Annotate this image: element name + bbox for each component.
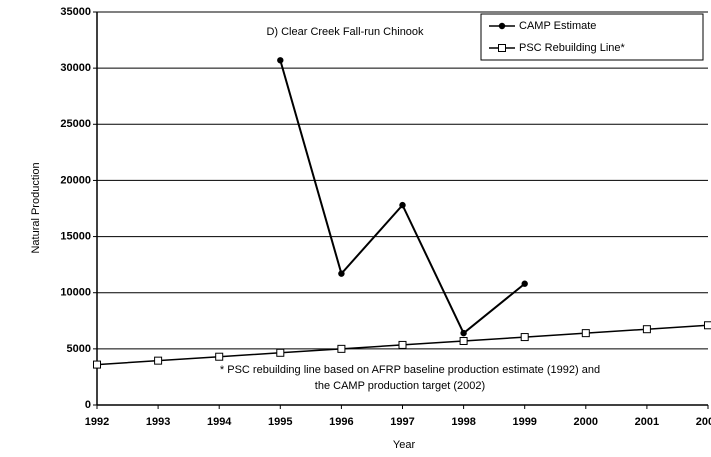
point xyxy=(642,325,651,334)
point xyxy=(93,360,101,369)
point xyxy=(459,336,468,345)
legend-label: CAMP Estimate xyxy=(519,20,596,32)
y-tick-label: 20000 xyxy=(60,174,91,186)
annotation: * PSC rebuilding line based on AFRP base… xyxy=(220,364,600,376)
y-tick-label: 10000 xyxy=(60,287,91,299)
point xyxy=(460,329,467,337)
point xyxy=(521,280,528,287)
x-axis-label: Year xyxy=(393,439,416,451)
point xyxy=(337,344,346,353)
x-tick-label: 2000 xyxy=(574,416,598,428)
y-tick-label: 15000 xyxy=(60,230,91,242)
legend-box xyxy=(480,13,704,61)
point xyxy=(704,321,711,330)
legend-marker xyxy=(498,22,506,30)
x-tick-label: 2002 xyxy=(696,416,711,428)
y-tick-label: 0 xyxy=(85,399,91,411)
y-tick-label: 25000 xyxy=(60,118,91,130)
y-tick-label: 30000 xyxy=(60,62,91,74)
y-axis-label: Natural Production xyxy=(30,162,42,253)
point xyxy=(581,329,590,338)
x-tick-label: 2001 xyxy=(635,416,659,428)
x-tick-label: 1992 xyxy=(85,416,109,428)
annotation: the CAMP production target (2002) xyxy=(315,380,485,392)
x-tick-label: 1995 xyxy=(268,416,292,428)
point xyxy=(276,348,285,357)
x-tick-label: 1996 xyxy=(329,416,353,428)
x-tick-label: 1994 xyxy=(207,416,232,428)
point xyxy=(398,340,407,349)
point xyxy=(154,356,163,365)
y-tick-label: 35000 xyxy=(60,6,91,18)
point xyxy=(520,333,529,342)
legend-marker xyxy=(498,44,506,52)
x-tick-label: 1999 xyxy=(512,416,536,428)
legend-label: PSC Rebuilding Line* xyxy=(519,42,626,54)
x-tick-label: 1997 xyxy=(390,416,414,428)
series-line xyxy=(279,60,526,335)
x-tick-label: 1993 xyxy=(146,416,170,428)
point xyxy=(399,201,406,209)
y-tick-label: 5000 xyxy=(67,343,91,355)
chart-title: D) Clear Creek Fall-run Chinook xyxy=(266,26,424,38)
point xyxy=(215,352,224,361)
point xyxy=(338,270,345,277)
x-tick-label: 1998 xyxy=(451,416,475,428)
point xyxy=(277,57,284,64)
